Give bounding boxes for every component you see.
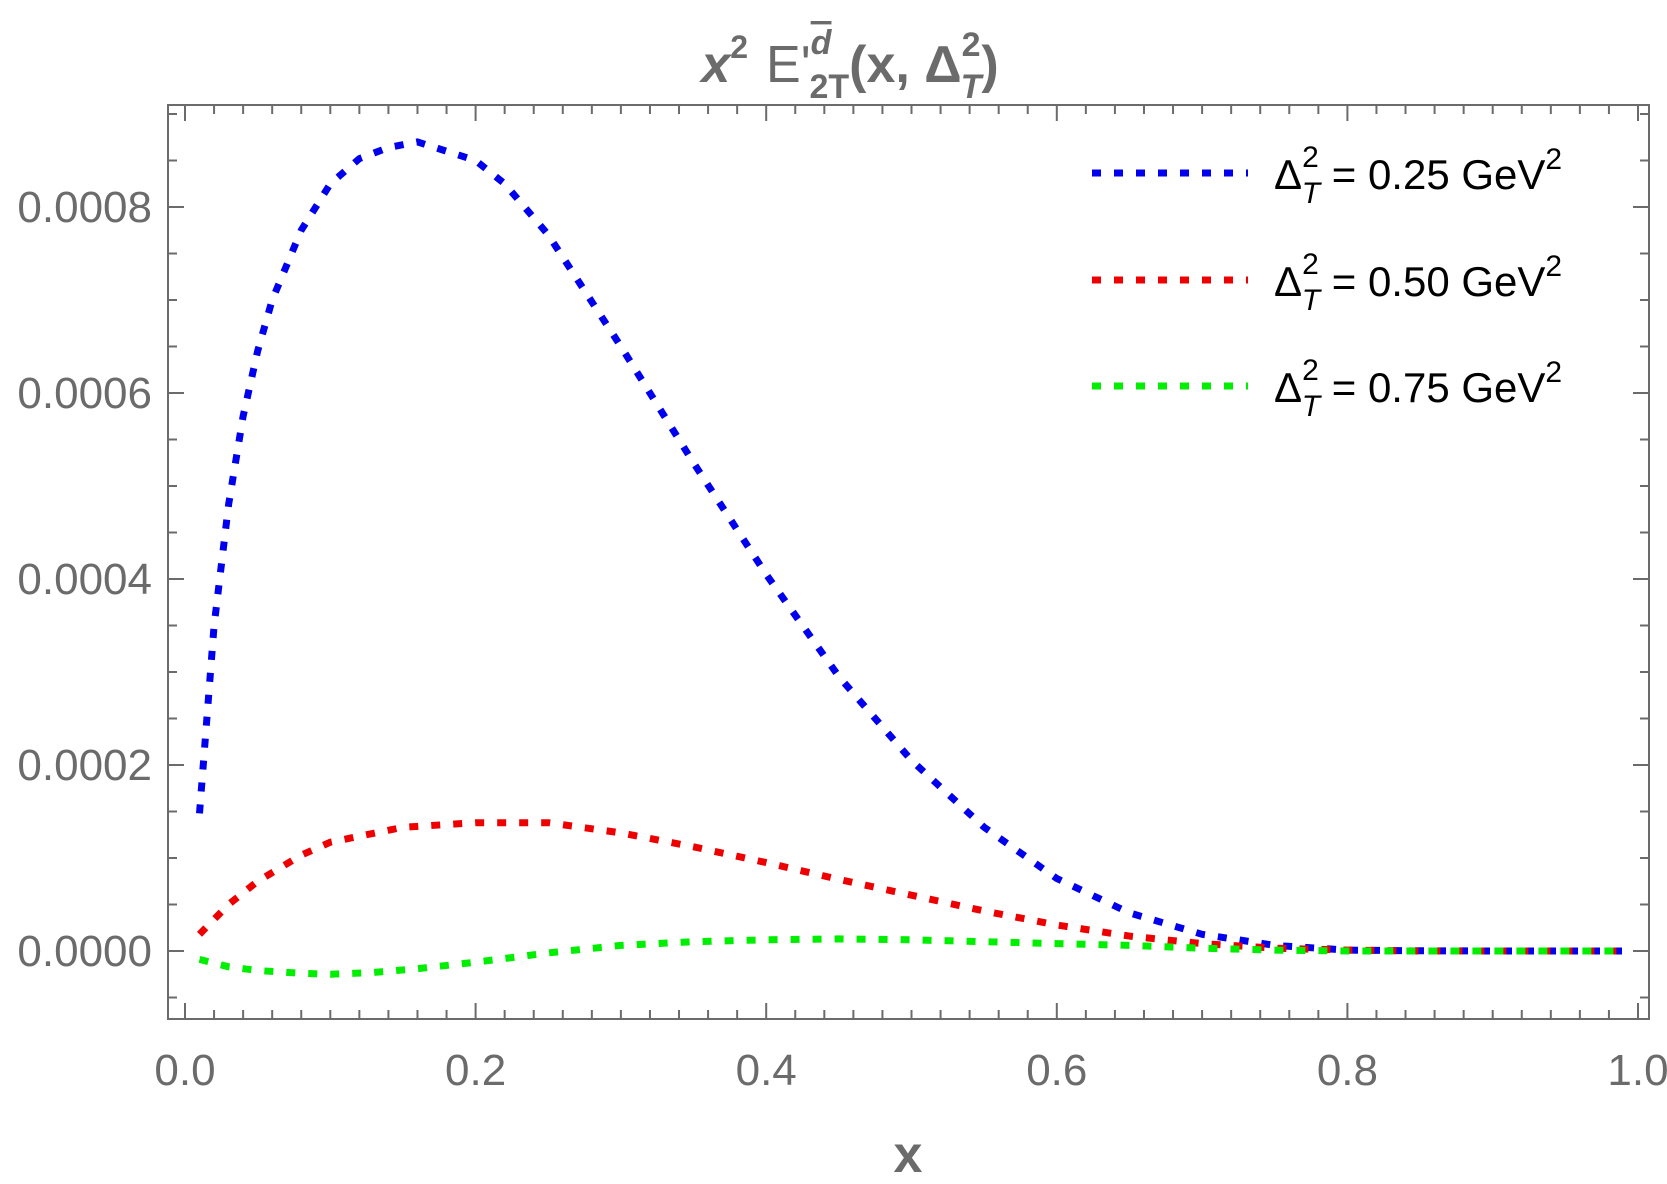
legend-unit-exponent: 2 bbox=[1545, 356, 1562, 389]
legend-label-3: Δ2 T = 0.75 GeV2 bbox=[1274, 354, 1562, 423]
legend-value: = 0.50 GeV bbox=[1320, 258, 1545, 305]
legend-delta-exponent: 2 bbox=[1302, 141, 1319, 174]
y-tick-label: 0.0000 bbox=[17, 927, 152, 976]
series-line-2 bbox=[196, 819, 1624, 955]
y-tick-label: 0.0008 bbox=[17, 183, 152, 232]
x-tick-labels: 0.0 0.2 0.4 0.6 0.8 1.0 bbox=[154, 1046, 1667, 1095]
title-delta-exponent: 2 bbox=[962, 26, 981, 64]
title-x-exponent: 2 bbox=[730, 29, 748, 65]
x-tick-label: 1.0 bbox=[1607, 1046, 1667, 1095]
series-line-3 bbox=[198, 935, 1624, 978]
legend-unit-exponent: 2 bbox=[1545, 250, 1562, 283]
legend-delta: Δ bbox=[1274, 258, 1302, 305]
title-function: E' bbox=[766, 36, 811, 94]
x-tick-label: 0.6 bbox=[1026, 1046, 1087, 1095]
title-args-open: (x, bbox=[849, 36, 924, 94]
plot-title: x2 E'd 2T(x, Δ2 T) bbox=[698, 24, 998, 106]
y-tick-label: 0.0004 bbox=[17, 555, 152, 604]
y-tick-labels: 0.0000 0.0002 0.0004 0.0006 0.0008 bbox=[17, 183, 152, 976]
legend-value: = 0.75 GeV bbox=[1320, 364, 1545, 411]
plot-frame bbox=[167, 104, 1650, 1020]
legend-value: = 0.25 GeV bbox=[1320, 151, 1545, 198]
x-tick-label: 0.4 bbox=[736, 1046, 797, 1095]
x-axis-label: x bbox=[894, 1126, 923, 1184]
series-line-1 bbox=[196, 138, 1624, 955]
title-args-close: ) bbox=[981, 36, 998, 94]
x-tick-label: 0.0 bbox=[154, 1046, 215, 1095]
legend-delta: Δ bbox=[1274, 364, 1302, 411]
series-group bbox=[196, 138, 1624, 978]
legend-delta-subscript: T bbox=[1302, 390, 1323, 423]
y-tick-label: 0.0002 bbox=[17, 741, 152, 790]
legend-delta-exponent: 2 bbox=[1302, 248, 1319, 281]
legend-delta: Δ bbox=[1274, 151, 1302, 198]
title-delta: Δ bbox=[924, 36, 961, 94]
legend-delta-subscript: T bbox=[1302, 177, 1323, 210]
legend-label-2: Δ2 T = 0.50 GeV2 bbox=[1274, 248, 1562, 317]
y-ticks bbox=[168, 113, 1649, 999]
title-superscript: d bbox=[811, 24, 833, 62]
x-tick-label: 0.8 bbox=[1317, 1046, 1378, 1095]
title-delta-subscript: T bbox=[961, 68, 985, 106]
title-subscript: 2T bbox=[809, 68, 849, 106]
y-tick-label: 0.0006 bbox=[17, 369, 152, 418]
legend-delta-exponent: 2 bbox=[1302, 354, 1319, 387]
x-tick-label: 0.2 bbox=[445, 1046, 506, 1095]
x-ticks bbox=[184, 105, 1639, 1019]
legend-label-1: Δ2 T = 0.25 GeV2 bbox=[1274, 141, 1562, 210]
legend-delta-subscript: T bbox=[1302, 284, 1323, 317]
legend-unit-exponent: 2 bbox=[1545, 143, 1562, 176]
title-x: x bbox=[698, 36, 732, 94]
